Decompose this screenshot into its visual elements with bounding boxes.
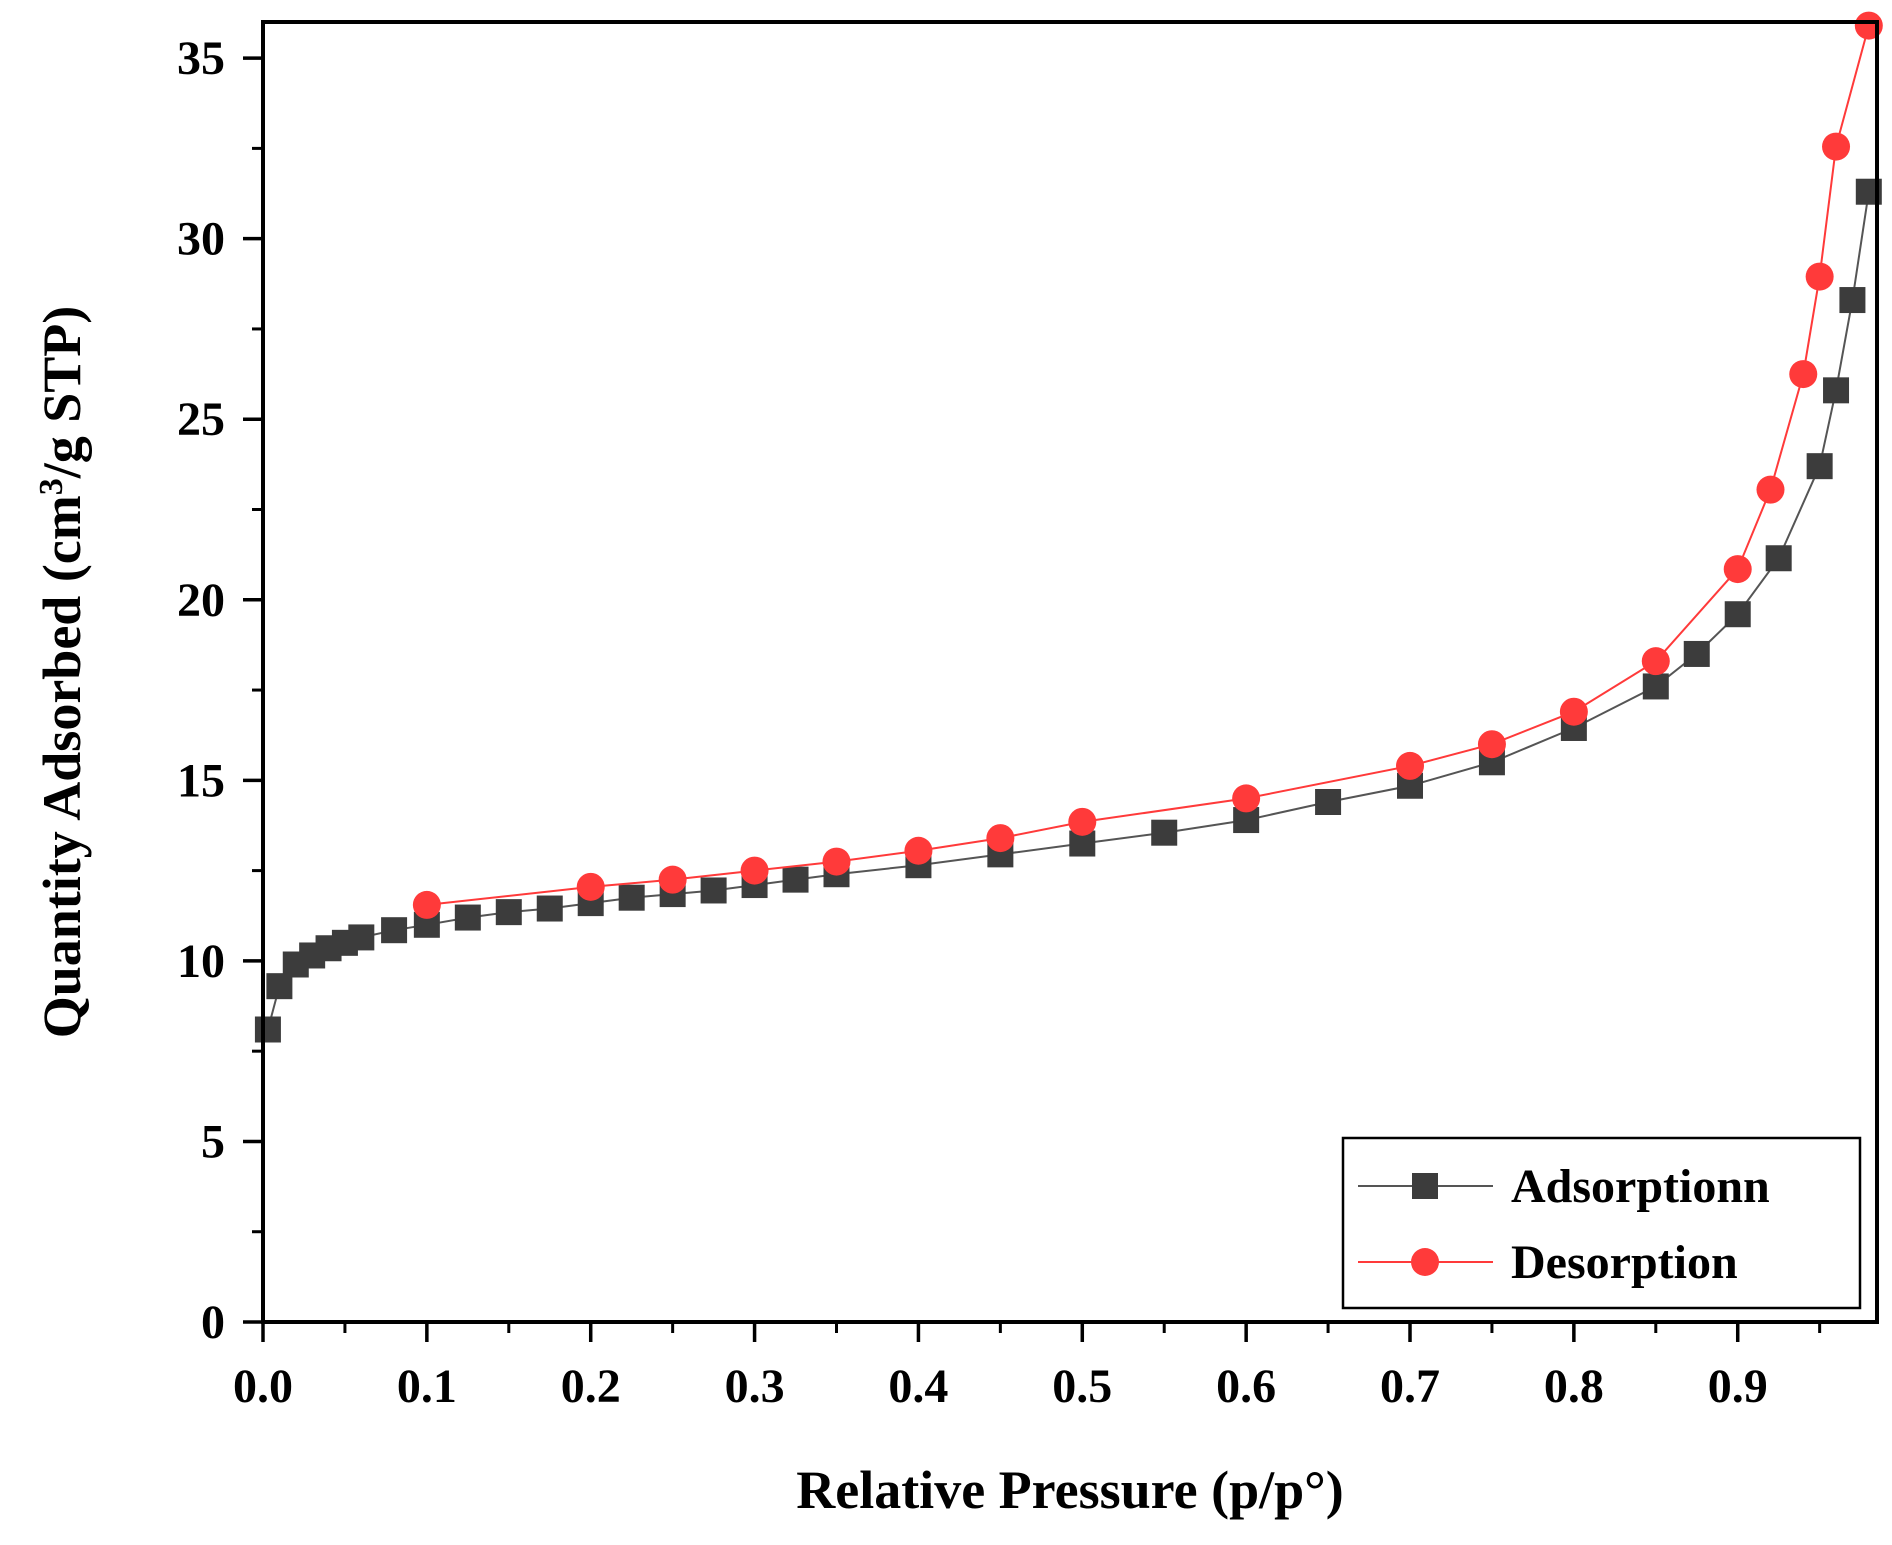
y-axis-title-superscript: 3 [33,478,70,495]
desorption-point [1822,132,1851,161]
y-axis-ticks: 0 5 10 15 20 25 30 35 [177,32,263,1349]
desorption-point [1396,751,1425,780]
y-tick-label: 30 [177,213,225,266]
x-tick-label: 0.0 [233,1360,293,1413]
adsorption-point [454,904,481,931]
desorption-point [1723,555,1752,584]
adsorption-point [381,917,408,944]
desorption-point [1068,807,1097,836]
x-tick-label: 0.7 [1380,1360,1440,1413]
adsorption-point [536,895,563,922]
y-axis-title-suffix: /g STP) [32,306,92,480]
x-axis-ticks: 0.0 0.1 0.2 0.3 0.4 0.5 0.6 0.7 0.8 0.9 [233,1322,1822,1413]
plot-series-group [254,11,1883,1043]
adsorption-point [700,877,727,904]
legend-square-marker [1412,1173,1438,1199]
y-tick-label: 25 [177,393,225,446]
desorption-point [904,836,933,865]
adsorption-point [1642,673,1669,700]
x-tick-label: 0.3 [725,1360,785,1413]
plot-frame [261,20,1879,1324]
adsorption-point [348,924,375,951]
adsorption-point [1839,287,1866,314]
legend-entries: Adsorptionn Desorption [1358,1160,1770,1289]
adsorption-point [1806,453,1833,480]
y-tick-label: 35 [177,32,225,85]
desorption-point [658,865,687,894]
adsorption-point [1823,377,1850,404]
adsorption-point [254,1016,281,1043]
desorption-point [576,872,605,901]
y-tick-label: 15 [177,754,225,807]
desorption-point [740,856,769,885]
adsorption-point [1683,640,1710,667]
desorption-point [1641,647,1670,676]
x-tick-label: 0.1 [397,1360,457,1413]
x-axis-title: Relative Pressure (p/p°) [796,1460,1344,1520]
y-tick-label: 0 [201,1296,225,1349]
x-tick-label: 0.8 [1544,1360,1604,1413]
y-tick-label: 5 [201,1115,225,1168]
legend-box [1341,1136,1862,1310]
desorption-point [1232,784,1261,813]
adsorption-point [495,899,522,926]
legend-label: Adsorptionn [1511,1160,1770,1213]
adsorption-point [1765,545,1792,572]
desorption-point [1805,262,1834,291]
x-tick-label: 0.9 [1708,1360,1768,1413]
y-tick-label: 20 [177,574,225,627]
desorption-point [1756,475,1785,504]
desorption-point [986,824,1015,853]
series-desorption [412,11,1883,919]
legend-circle-marker [1411,1248,1439,1276]
desorption-point [412,890,441,919]
y-axis-title: Quantity Adsorbed (cm3/g STP) [32,306,92,1039]
legend-entry-desorption: Desorption [1358,1236,1738,1289]
legend-entry-adsorptionn: Adsorptionn [1358,1160,1770,1213]
desorption-point [1559,697,1588,726]
x-tick-label: 0.4 [888,1360,948,1413]
y-axis-title-prefix: Quantity Adsorbed (cm [32,495,92,1038]
desorption-point [1789,360,1818,389]
y-tick-label: 10 [177,935,225,988]
x-tick-label: 0.6 [1216,1360,1276,1413]
desorption-point [822,847,851,876]
x-tick-label: 0.2 [561,1360,621,1413]
adsorption-point [1315,789,1342,815]
adsorption-point [1724,601,1751,628]
adsorption-point [1151,819,1178,846]
x-tick-label: 0.5 [1052,1360,1112,1413]
legend-label: Desorption [1511,1236,1738,1289]
desorption-point [1477,730,1506,759]
legend: Adsorptionn Desorption [1341,1136,1862,1310]
adsorption-point [618,884,645,911]
adsorption-point [782,866,809,893]
